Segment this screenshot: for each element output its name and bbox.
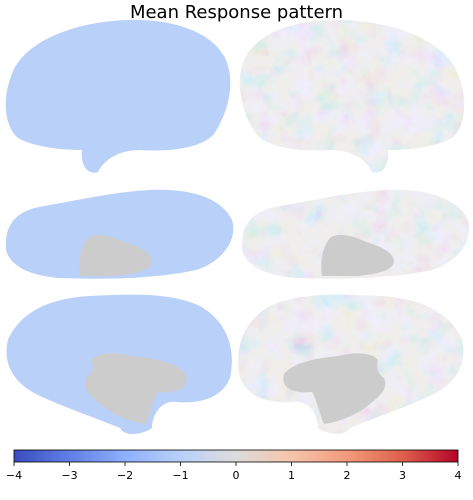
colorbar-tick-label: −4 bbox=[6, 469, 22, 482]
panel-dorsal-left bbox=[6, 189, 234, 279]
colorbar-tick-label: 0 bbox=[233, 469, 240, 482]
colorbar-gradient bbox=[13, 449, 459, 463]
colorbar-tick-label: 3 bbox=[399, 469, 406, 482]
panel-lateral-left bbox=[5, 19, 231, 173]
colorbar-tick-label: −2 bbox=[117, 469, 133, 482]
colorbar-tick-label: −3 bbox=[61, 469, 77, 482]
colorbar-tick-label: 1 bbox=[288, 469, 295, 482]
panel-lateral-right bbox=[239, 19, 465, 173]
brain-surface-grid bbox=[5, 19, 470, 434]
colorbar-tick-label: 2 bbox=[344, 469, 351, 482]
colorbar: −4 −3 −2 −1 0 1 2 3 4 bbox=[6, 449, 462, 482]
colorbar-ticks: −4 −3 −2 −1 0 1 2 3 4 bbox=[6, 462, 462, 482]
panel-medial-left bbox=[6, 294, 232, 434]
panel-dorsal-right bbox=[242, 189, 470, 279]
figure-title: Mean Response pattern bbox=[129, 2, 344, 23]
colorbar-tick-label: −1 bbox=[172, 469, 188, 482]
panel-medial-right bbox=[238, 294, 464, 434]
colorbar-tick-label: 4 bbox=[455, 469, 462, 482]
